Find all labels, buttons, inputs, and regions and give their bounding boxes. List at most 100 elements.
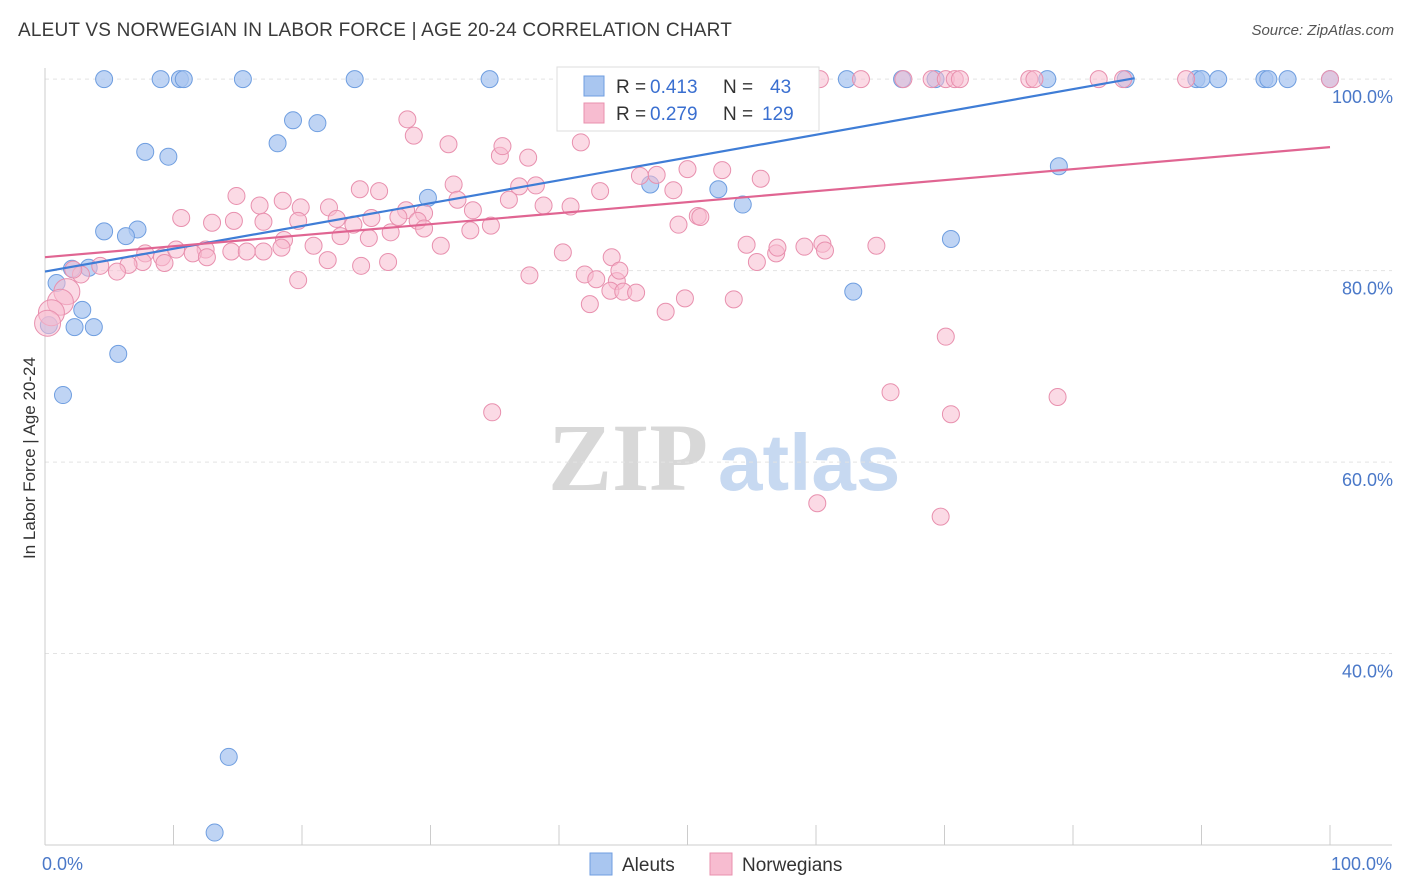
point-aleuts	[941, 230, 960, 249]
point-norwegians	[273, 191, 292, 210]
point-aleuts	[219, 747, 238, 766]
point-norwegians	[534, 196, 553, 215]
point-aleuts	[95, 222, 114, 241]
point-aleuts	[95, 70, 114, 89]
legend-n-label-norwegians: N =	[723, 104, 753, 125]
point-aleuts	[53, 386, 72, 405]
point-norwegians	[678, 160, 697, 179]
point-norwegians	[461, 221, 480, 240]
point-norwegians	[224, 211, 243, 230]
point-norwegians	[359, 229, 378, 248]
point-norwegians	[815, 241, 834, 260]
point-norwegians	[155, 253, 174, 272]
point-aleuts	[1049, 157, 1068, 176]
series-legend-label-aleuts: Aleuts	[622, 855, 675, 876]
legend-r-value-norwegians: 0.279	[650, 104, 698, 125]
stats-legend: R = 0.413 N = 43 R = 0.279 N = 129	[556, 66, 820, 132]
point-norwegians	[304, 236, 323, 255]
point-norwegians	[203, 213, 222, 232]
point-norwegians	[737, 235, 756, 254]
point-norwegians	[571, 133, 590, 152]
point-aleuts	[844, 282, 863, 301]
point-norwegians	[519, 148, 538, 167]
y-axis-label: In Labor Force | Age 20-24	[20, 357, 39, 559]
point-norwegians	[867, 236, 886, 255]
point-norwegians	[664, 181, 683, 200]
point-norwegians	[318, 251, 337, 270]
y-tick-label: 40.0%	[1342, 662, 1393, 682]
point-norwegians	[941, 405, 960, 424]
tick-labels: 100.0% 80.0% 60.0% 40.0% 0.0% 100.0%	[42, 87, 1393, 874]
point-aleuts	[73, 300, 92, 319]
point-aleuts	[116, 227, 135, 246]
point-aleuts	[84, 318, 103, 337]
point-norwegians	[107, 262, 126, 281]
y-tick-label: 100.0%	[1332, 87, 1393, 107]
trend-line-aleuts	[44, 77, 1135, 273]
x-tick-label: 100.0%	[1331, 854, 1392, 874]
point-norwegians	[1321, 70, 1339, 89]
point-norwegians	[250, 196, 269, 215]
point-norwegians	[713, 161, 732, 180]
point-norwegians	[493, 137, 512, 156]
point-norwegians	[691, 208, 710, 226]
point-norwegians	[379, 252, 398, 271]
point-norwegians	[254, 212, 273, 231]
point-norwegians	[431, 236, 450, 255]
point-norwegians	[602, 248, 621, 267]
point-norwegians	[415, 219, 434, 238]
point-norwegians	[630, 166, 649, 185]
trend-lines	[44, 77, 1331, 273]
point-aleuts	[233, 70, 252, 89]
point-norwegians	[499, 190, 518, 209]
point-norwegians	[404, 126, 423, 145]
point-norwegians	[747, 252, 766, 271]
point-aleuts	[268, 134, 287, 153]
point-aleuts	[709, 180, 728, 199]
point-norwegians	[222, 242, 241, 261]
point-norwegians	[1025, 70, 1044, 89]
x-tick-label: 0.0%	[42, 854, 83, 874]
point-norwegians	[398, 110, 417, 129]
point-norwegians	[370, 182, 389, 201]
series-legend: Aleuts Norwegians	[589, 852, 842, 876]
point-aleuts	[109, 344, 128, 363]
point-norwegians	[289, 271, 308, 290]
point-norwegians	[724, 290, 743, 309]
point-norwegians	[64, 260, 83, 279]
point-aleuts	[1259, 70, 1278, 89]
point-norwegians	[950, 70, 969, 89]
point-aleuts	[159, 147, 178, 166]
point-norwegians	[172, 208, 191, 227]
chart-title: ALEUT VS NORWEGIAN IN LABOR FORCE | AGE …	[18, 20, 733, 41]
point-norwegians	[610, 261, 629, 280]
point-norwegians	[352, 256, 371, 275]
point-norwegians	[272, 238, 291, 257]
point-norwegians	[894, 70, 913, 89]
point-norwegians	[656, 302, 675, 321]
point-aleuts	[480, 70, 499, 89]
series-legend-label-norwegians: Norwegians	[742, 855, 842, 876]
legend-n-label-aleuts: N =	[723, 77, 753, 98]
point-norwegians	[936, 327, 955, 346]
point-norwegians	[591, 182, 610, 201]
point-norwegians	[254, 242, 273, 261]
point-aleuts	[284, 111, 303, 130]
point-norwegians	[520, 266, 539, 285]
point-norwegians	[227, 186, 246, 205]
point-aleuts	[174, 70, 193, 89]
point-norwegians	[197, 248, 216, 267]
point-aleuts	[151, 70, 170, 89]
point-aleuts	[136, 142, 155, 161]
legend-r-label-norwegians: R =	[616, 104, 646, 125]
point-aleuts	[1278, 70, 1297, 89]
point-norwegians	[350, 180, 369, 199]
axes	[44, 68, 1392, 846]
point-norwegians	[580, 295, 599, 314]
point-norwegians	[1177, 70, 1196, 89]
legend-r-value-aleuts: 0.413	[650, 77, 698, 98]
point-aleuts	[1209, 70, 1228, 89]
point-norwegians	[647, 165, 666, 184]
point-norwegians	[587, 270, 606, 289]
point-norwegians	[808, 494, 827, 513]
